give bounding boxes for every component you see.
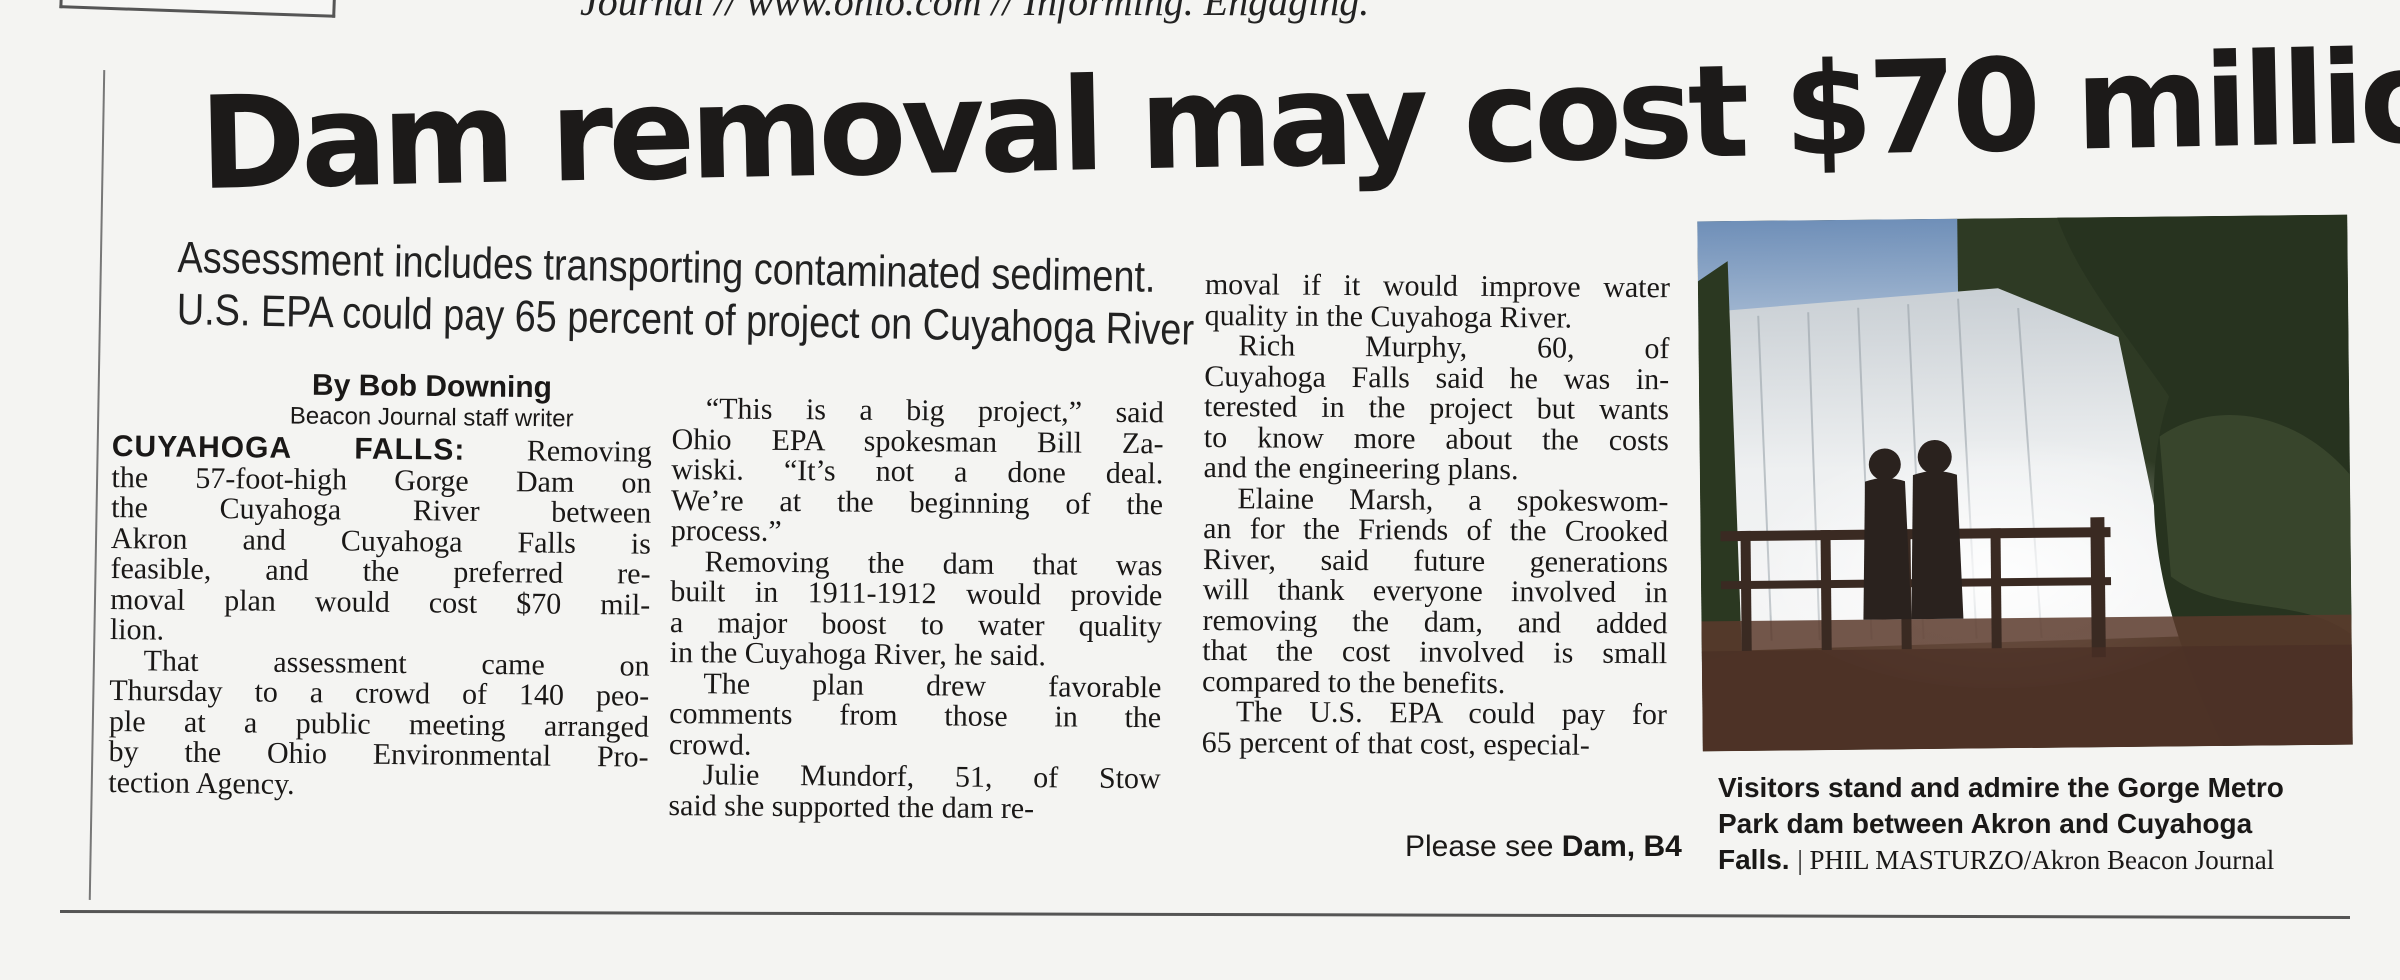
caption-line-last: Falls. | PHIL MASTURZO/Akron Beacon Jour… — [1718, 842, 2284, 878]
photo-image — [1697, 214, 2353, 752]
article-column-1: CUYAHOGA FALLS: Removing the 57-foot-high… — [108, 430, 652, 804]
photo-caption: Visitors stand and admire the Gorge Metr… — [1718, 770, 2284, 878]
previous-clipping-edge — [59, 0, 337, 18]
article-column-3: moval if it would improve water quality i… — [1201, 268, 1670, 762]
caption-line: Visitors stand and admire the Gorge Metr… — [1718, 772, 2284, 803]
visitors-silhouettes — [1863, 439, 1964, 620]
article-text-line: said she supported the dam re- — [668, 788, 1035, 825]
byline-name: By Bob Downing — [311, 368, 553, 405]
article-text-line: 65 percent of that cost, especial- — [1201, 725, 1590, 762]
caption-line: Park dam between Akron and Cuyahoga — [1718, 808, 2253, 839]
dam-waterfall-photo — [1697, 214, 2353, 752]
jump-line: Please see Dam, B4 — [1405, 830, 1682, 864]
jump-prefix: Please see — [1405, 830, 1554, 863]
byline-role: Beacon Journal staff writer — [289, 402, 574, 433]
photo-credit: | PHIL MASTURZO/Akron Beacon Journal — [1797, 845, 2275, 875]
left-border-rule — [88, 70, 106, 900]
bottom-rule — [59, 910, 2350, 919]
masthead-strip: Journal // www.ohio.com // Informing. En… — [580, 0, 1370, 24]
headline: Dam removal may cost $70 million — [198, 21, 2400, 219]
caption-end: Falls. — [1718, 844, 1790, 875]
article-text-line: moval plan would cost $70 mil- — [110, 582, 651, 622]
deck: Assessment includes transporting contami… — [176, 232, 1195, 357]
article-text: Removing — [526, 434, 652, 469]
article-text-line: tection Agency. — [108, 765, 295, 801]
byline: By Bob Downing Beacon Journal staff writ… — [290, 369, 574, 434]
jump-target: Dam, B4 — [1561, 830, 1682, 863]
article-column-2: “This is a big project,” said Ohio EPA sp… — [668, 392, 1164, 825]
